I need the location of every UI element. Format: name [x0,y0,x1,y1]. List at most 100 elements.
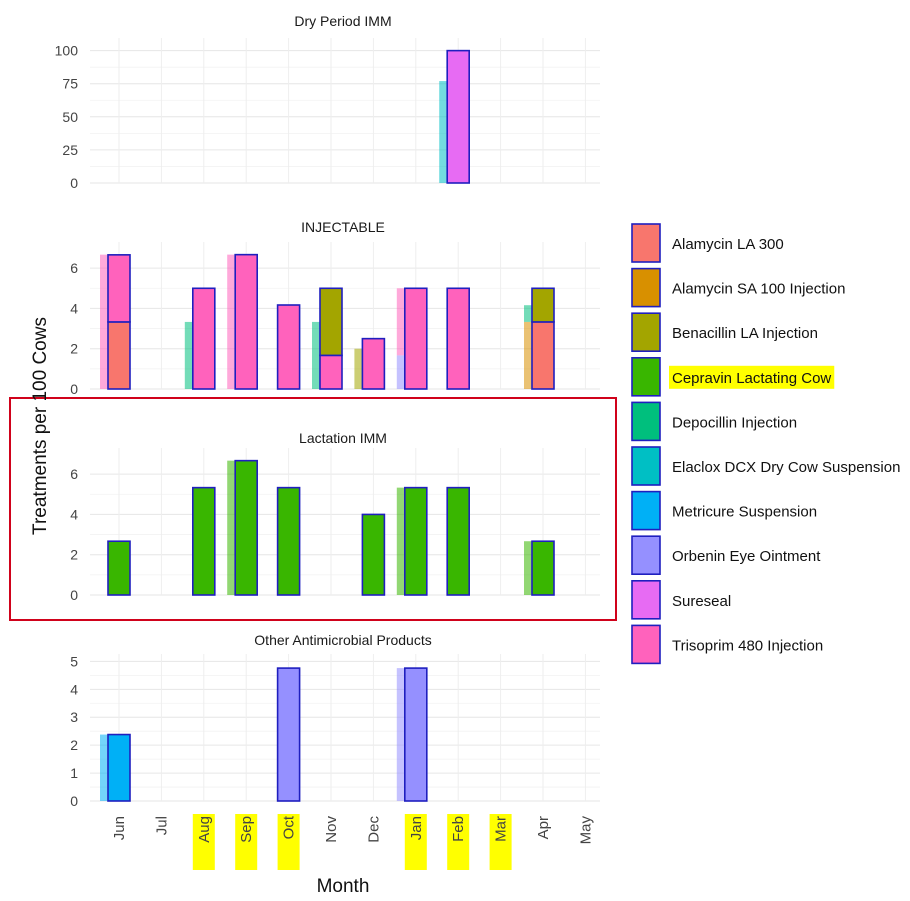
panel-title: INJECTABLE [301,219,385,235]
panel-grid [90,448,600,596]
bar-cepravin-lactating-cow-jun [107,540,131,596]
legend-item-cepravin-lactating-cow: Cepravin Lactating Cow [631,356,835,397]
y-tick-label: 100 [55,43,79,59]
x-tick-jun: Jun [111,816,128,840]
x-tick-label: Dec [365,816,382,843]
panel-title: Dry Period IMM [294,13,391,29]
bar-benacillin-la-injection-nov [319,287,343,357]
legend-label: Metricure Suspension [672,504,817,521]
bar-cepravin-lactating-cow-feb [446,486,471,596]
x-tick-may: May [577,816,594,845]
x-tick-feb: Feb [447,814,470,870]
legend-swatch [631,267,661,308]
legend-item-alamycin-la-300: Alamycin LA 300 [631,223,784,263]
bar-trisoprim-480-injection-feb [446,287,471,390]
y-tick-label: 6 [70,260,78,276]
legend-item-metricure-suspension: Metricure Suspension [631,490,817,531]
bar-cepravin-lactating-cow-jan [403,486,428,596]
y-tick-label: 4 [70,300,78,316]
x-tick-label: Aug [196,816,213,843]
bar-benacillin-la-injection-apr [531,287,555,323]
y-tick-label: 2 [70,341,78,357]
x-tick-highlight [235,814,258,870]
bar-trisoprim-480-injection-nov [319,354,343,390]
panel-dry-period-imm: Dry Period IMM 0 25 50 75 100 [55,13,600,191]
legend-swatch [631,579,661,620]
bar-alamycin-la-300-apr [531,321,555,390]
panel-title: Lactation IMM [299,430,387,446]
y-tick-label: 25 [62,142,78,158]
legend-swatch [631,535,661,576]
y-tick-label: 3 [70,709,78,725]
bar-trisoprim-480-injection-aug [192,287,216,390]
x-tick-nov: Nov [323,816,340,843]
bar-trisoprim-480-injection-jan [403,287,428,390]
x-tick-jul: Jul [153,816,170,835]
panel-lactation-imm: Lactation IMM 0 2 4 6 [70,430,600,603]
y-tick-label: 75 [62,76,78,92]
bar-trisoprim-480-injection-dec [361,337,386,390]
x-tick-aug: Aug [192,814,215,870]
x-tick-jan: Jan [404,814,427,870]
legend-swatch [631,223,661,263]
x-tick-mar: Mar [489,814,512,870]
bar-cepravin-lactating-cow-apr [531,540,555,596]
x-tick-label: Apr [535,816,552,839]
legend-item-orbenin-eye-ointment: Orbenin Eye Ointment [631,535,821,576]
panel-grid [90,654,600,802]
legend-swatch [631,401,661,442]
x-tick-label: Jun [111,816,128,840]
x-tick-label: Oct [281,815,298,839]
x-tick-highlight [489,814,512,870]
x-tick-highlight [447,814,470,870]
legend-label: Alamycin SA 100 Injection [672,281,845,298]
y-tick-label: 4 [70,506,78,522]
bar-cepravin-lactating-cow-oct [276,486,301,596]
legend-item-benacillin-la-injection: Benacillin LA Injection [631,312,818,353]
panel-other-antimicrobial-products: Other Antimicrobial Products 0 1 2 3 4 5 [70,632,600,809]
bar-sureseal-feb [446,49,471,184]
legend-label: Orbenin Eye Ointment [672,548,821,565]
legend-label: Depocillin Injection [672,414,797,431]
bar-trisoprim-480-injection-sep [234,253,258,390]
y-tick-label: 4 [70,681,78,697]
x-tick-apr: Apr [535,816,552,839]
legend-label: Sureseal [672,593,731,610]
bar-metricure-suspension-jun [107,733,131,802]
y-tick-label: 0 [70,793,78,809]
y-tick-label: 5 [70,653,78,669]
x-tick-dec: Dec [365,816,382,843]
x-tick-label: Jan [408,816,425,840]
y-tick-label: 50 [62,109,78,125]
y-tick-label: 6 [70,466,78,482]
legend-item-sureseal: Sureseal [631,579,731,620]
bar-trisoprim-480-injection-jun [107,254,131,323]
legend-label: Trisoprim 480 Injection [672,637,823,654]
y-tick-label: 0 [70,587,78,603]
legend: Alamycin LA 300 Alamycin SA 100 Injection… [631,223,900,665]
bar-cepravin-lactating-cow-aug [192,486,216,596]
x-tick-highlight [404,814,427,870]
x-tick-label: Nov [323,816,340,843]
x-tick-sep: Sep [235,814,258,870]
y-tick-label: 2 [70,737,78,753]
x-axis: Jun Jul Aug Sep Oct Nov Dec Jan Feb Mar Apr May [111,814,594,870]
lactation-imm-highlight-box [9,397,617,621]
x-axis-label: Month [317,876,370,897]
panel-injectable: INJECTABLE 0 2 4 6 [70,219,600,397]
bar-trisoprim-480-injection-oct [276,304,301,390]
x-tick-highlight [277,814,300,870]
legend-label: Cepravin Lactating Cow [672,370,831,387]
y-axis-label: Treatments per 100 Cows [30,317,51,535]
bar-orbenin-eye-ointment-oct [276,667,301,802]
legend-label: Alamycin LA 300 [672,236,784,253]
chart-panels: Dry Period IMM0255075100INJECTABLE0246La… [55,13,600,809]
x-tick-label: May [577,816,594,845]
bar-cepravin-lactating-cow-sep [234,459,258,596]
legend-item-depocillin-injection: Depocillin Injection [631,401,797,442]
legend-label-highlight [669,365,835,389]
x-tick-label: Sep [238,816,255,843]
legend-item-alamycin-sa-100-injection: Alamycin SA 100 Injection [631,267,845,308]
x-tick-label: Jul [153,816,170,835]
